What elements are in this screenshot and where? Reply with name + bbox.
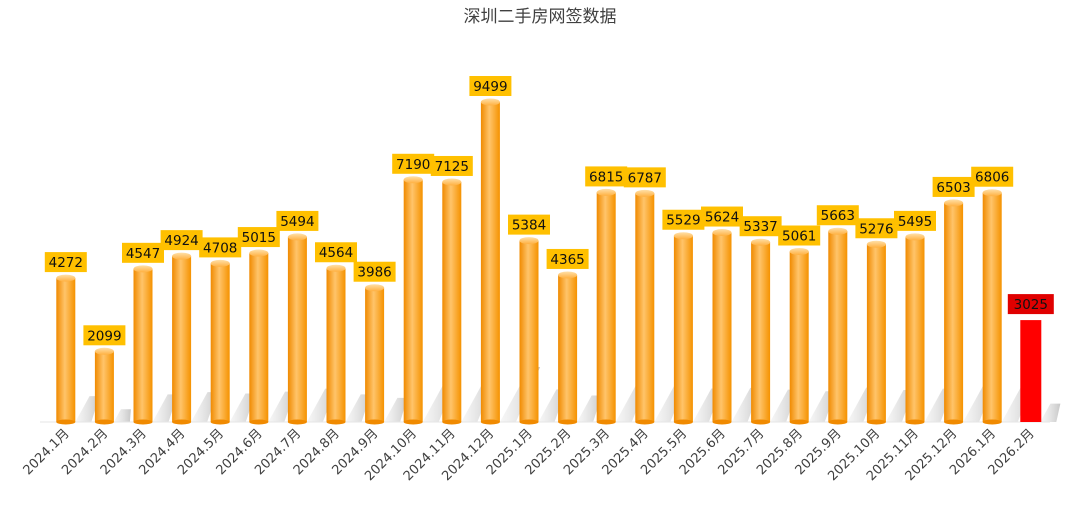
data-label: 2099	[83, 325, 126, 346]
svg-text:4272: 4272	[49, 255, 83, 271]
svg-text:5061: 5061	[782, 229, 816, 245]
data-label: 7125	[430, 155, 473, 176]
svg-text:4547: 4547	[126, 246, 160, 262]
data-label: 5494	[276, 210, 319, 231]
data-label: 5061	[778, 225, 821, 246]
svg-text:6806: 6806	[975, 170, 1009, 186]
svg-text:5529: 5529	[666, 213, 700, 229]
bar-2025.8月	[789, 248, 809, 425]
data-label: 5384	[508, 214, 550, 235]
bar-2024.5月	[210, 259, 230, 425]
data-label: 4708	[199, 237, 242, 258]
bar-2025.7月	[751, 238, 771, 425]
bar-2024.10月	[403, 176, 423, 425]
svg-text:9499: 9499	[473, 79, 507, 95]
bar-shadow	[229, 393, 256, 422]
data-label: 5529	[662, 209, 705, 230]
bar-2024.1月	[56, 274, 76, 425]
svg-text:2099: 2099	[87, 328, 121, 344]
data-label: 6806	[971, 166, 1014, 187]
bar-shadow	[577, 395, 602, 422]
svg-text:5494: 5494	[280, 214, 314, 230]
svg-text:4924: 4924	[164, 233, 198, 249]
data-label: 4272	[44, 252, 87, 273]
data-label: 4564	[315, 242, 357, 263]
data-label: 5495	[894, 210, 936, 231]
bar-2024.8月	[326, 264, 346, 425]
data-label: 4365	[546, 248, 589, 269]
bar-2025.5月	[673, 232, 693, 425]
bar-2025.10月	[866, 240, 886, 425]
bar-2025.6月	[712, 229, 732, 425]
bar-2026.2月	[1020, 320, 1042, 422]
data-label: 9499	[469, 76, 512, 96]
bar-2024.3月	[133, 265, 153, 425]
svg-text:6787: 6787	[628, 170, 662, 186]
svg-text:6503: 6503	[936, 180, 970, 196]
bar-shadow	[1040, 403, 1061, 422]
data-label: 3986	[353, 261, 396, 282]
data-label: 6815	[585, 166, 628, 187]
bar-2025.2月	[558, 271, 578, 425]
svg-text:7190: 7190	[396, 157, 430, 173]
data-label: 5624	[701, 206, 743, 227]
bar-shadow	[152, 394, 178, 422]
bar-2025.1月	[519, 237, 539, 425]
svg-text:4564: 4564	[319, 245, 353, 261]
chart-title: 深圳二手房网签数据	[464, 7, 617, 27]
bar-2025.9月	[828, 227, 848, 425]
svg-text:5337: 5337	[743, 219, 777, 235]
data-label: 5276	[855, 218, 898, 239]
bar-2024.11月	[442, 178, 462, 425]
bar-2025.11月	[905, 233, 925, 425]
data-label: 5663	[816, 205, 859, 226]
bar-shadow	[113, 409, 131, 422]
bar-2025.12月	[944, 199, 964, 425]
svg-text:4365: 4365	[550, 252, 584, 268]
data-label: 7190	[392, 153, 435, 174]
bar-2024.2月	[94, 347, 114, 425]
data-label: 5337	[739, 216, 782, 237]
svg-text:5015: 5015	[242, 230, 276, 246]
svg-text:5495: 5495	[898, 214, 932, 230]
data-label: 6503	[932, 176, 975, 197]
bar-shadow	[75, 396, 100, 422]
data-label: 5015	[237, 227, 280, 248]
bar-2024.12月	[480, 98, 500, 425]
svg-text:5384: 5384	[512, 218, 546, 234]
svg-text:5624: 5624	[705, 210, 739, 226]
svg-text:5276: 5276	[859, 221, 893, 237]
bar-2024.7月	[287, 233, 307, 425]
svg-text:3986: 3986	[357, 265, 391, 281]
svg-text:6815: 6815	[589, 169, 623, 185]
bar-2025.4月	[635, 189, 655, 425]
bar-2024.9月	[365, 284, 385, 425]
bar-shadow	[345, 394, 371, 422]
bar-shadow	[384, 397, 408, 422]
bar-2024.6月	[249, 249, 269, 425]
bar-2024.4月	[172, 252, 192, 425]
bar-2025.3月	[596, 188, 616, 425]
bar-2026.1月	[982, 189, 1002, 425]
svg-text:4708: 4708	[203, 240, 237, 256]
svg-text:3025: 3025	[1014, 297, 1048, 313]
svg-text:5663: 5663	[821, 208, 855, 224]
data-label: 4924	[160, 230, 203, 251]
svg-text:7125: 7125	[435, 159, 469, 175]
data-label: 6787	[623, 167, 666, 188]
data-label: 4547	[122, 242, 164, 263]
data-label: 3025	[1007, 294, 1054, 315]
